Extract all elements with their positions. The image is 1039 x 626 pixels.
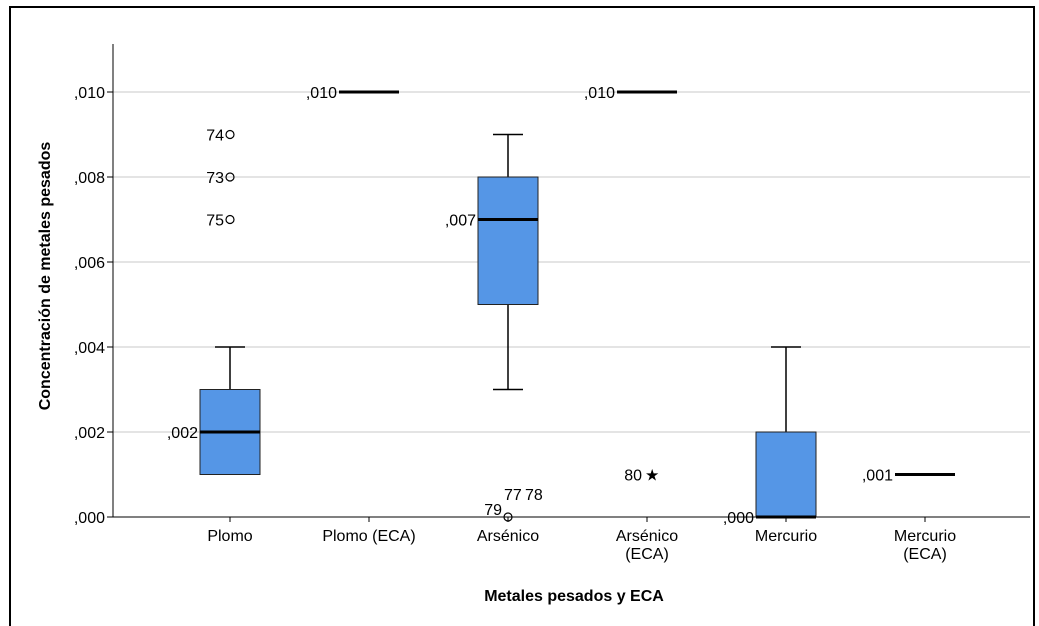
chart-frame: [9, 6, 1035, 626]
outlier-circle: [225, 172, 235, 182]
category-0: ,002 74 73 75: [167, 128, 261, 475]
x-tick-label: Arsénico: [616, 528, 678, 545]
median-label: ,010: [306, 85, 337, 102]
x-tick-labels: Plomo Plomo (ECA) Arsénico Arsénico(ECA)Mer…: [207, 528, 956, 563]
outlier-label: 80: [624, 468, 642, 485]
outlier-label: 77: [504, 487, 522, 504]
y-tick-label: ,002: [74, 425, 105, 442]
median-label: ,002: [167, 425, 198, 442]
x-tick-label: Plomo (ECA): [322, 528, 415, 545]
category-1: ,010: [306, 85, 399, 102]
x-tick-label: (ECA): [625, 546, 669, 563]
y-tick-label: ,010: [74, 85, 105, 102]
category-5: ,001: [862, 468, 955, 485]
median-label: ,001: [862, 468, 893, 485]
x-axis-title: Metales pesados y ECA: [484, 588, 664, 605]
y-tick-label: ,000: [74, 510, 105, 527]
median-label: ,007: [445, 213, 476, 230]
outlier-label: 75: [206, 213, 224, 230]
y-tick-label: ,004: [74, 340, 105, 357]
outlier-label: 78: [525, 487, 543, 504]
box: [477, 176, 539, 305]
y-tick-label: ,008: [74, 170, 105, 187]
x-tick-label: Mercurio: [894, 528, 956, 545]
outlier-circle: [225, 214, 235, 225]
outlier-circle: [225, 129, 235, 140]
box: [755, 431, 817, 518]
grid-lines: [113, 91, 1030, 433]
outlier-label: 74: [206, 128, 224, 145]
outlier-label: 73: [206, 170, 224, 187]
outlier-circle: [503, 512, 513, 522]
y-tick-label: ,006: [74, 255, 105, 272]
x-tick-label: Plomo: [207, 528, 252, 545]
x-tick-label: Arsénico: [477, 528, 539, 545]
x-tick-label: Mercurio: [755, 528, 817, 545]
y-tick-labels: ,000 ,002 ,004 ,006 ,008 ,010: [74, 85, 105, 527]
y-axis-title: Concentración de metales pesados: [37, 142, 54, 411]
extreme-star: ★: [645, 468, 659, 485]
category-3: ,010 ★80: [584, 85, 677, 485]
median-label: ,000: [723, 510, 754, 527]
median-label: ,010: [584, 85, 615, 102]
category-4: ,000: [723, 346, 817, 527]
axes: [107, 44, 1030, 522]
x-tick-label: (ECA): [903, 546, 947, 563]
outlier-label: 79: [484, 502, 502, 519]
